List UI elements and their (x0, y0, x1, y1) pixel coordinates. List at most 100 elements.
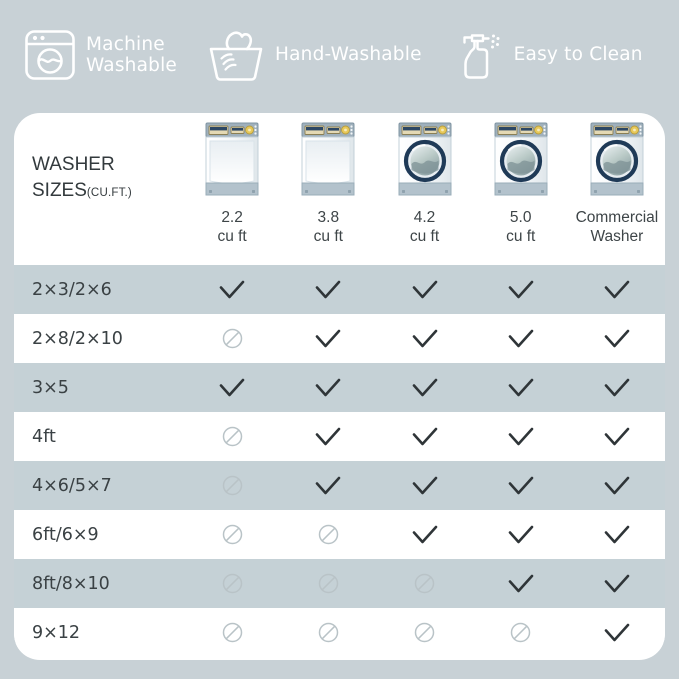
table-cell (473, 510, 569, 559)
check-icon (604, 574, 630, 594)
row-label: 4×6/5×7 (32, 475, 112, 496)
column-header-commercial: Commercial Washer (569, 113, 665, 247)
check-icon (412, 427, 438, 447)
feature-label: Easy to Clean (513, 44, 643, 66)
not-allowed-icon (510, 622, 531, 643)
table-cell (280, 363, 376, 412)
check-icon (219, 280, 245, 300)
table-cell (280, 559, 376, 608)
check-icon (508, 280, 534, 300)
not-allowed-icon (222, 426, 243, 447)
spray-bottle-icon (462, 34, 500, 79)
feature-easy-to-clean: Easy to Clean (450, 27, 643, 83)
table-corner-label: WASHER SIZES(CU.FT.) (14, 113, 184, 203)
check-icon (219, 378, 245, 398)
row-label: 8ft/8×10 (32, 573, 110, 594)
table-cell (376, 559, 472, 608)
check-icon (604, 525, 630, 545)
corner-label-units: (CU.FT.) (86, 186, 132, 199)
table-cell (569, 608, 665, 657)
column-header-3-8: 3.8 cu ft (280, 113, 376, 247)
check-icon (604, 329, 630, 349)
table-cell (280, 608, 376, 657)
table-cell (473, 461, 569, 510)
not-allowed-icon (318, 524, 339, 545)
check-icon (315, 476, 341, 496)
table-cell (569, 363, 665, 412)
table-row: 4×6/5×7 (14, 461, 665, 510)
check-icon (604, 427, 630, 447)
corner-label-line2-wrap: SIZES(CU.FT.) (32, 178, 184, 204)
table-cell (184, 314, 280, 363)
table-cell (473, 608, 569, 657)
check-icon (604, 623, 630, 643)
table-cell (184, 510, 280, 559)
column-header-4-2: 4.2 cu ft (376, 113, 472, 247)
table-cell (376, 265, 472, 314)
check-icon (508, 574, 534, 594)
check-icon (412, 329, 438, 349)
table-row: 6ft/6×9 (14, 510, 665, 559)
table-cell (184, 412, 280, 461)
row-label: 2×8/2×10 (32, 328, 123, 349)
check-icon (315, 280, 341, 300)
table-cell (184, 608, 280, 657)
not-allowed-icon (318, 622, 339, 643)
check-icon (604, 280, 630, 300)
row-label: 9×12 (32, 622, 81, 643)
check-icon (604, 378, 630, 398)
not-allowed-icon (414, 573, 435, 594)
table-cell (376, 510, 472, 559)
column-header-label: 4.2 cu ft (409, 209, 440, 246)
not-allowed-icon (222, 622, 243, 643)
table-body: 2×3/2×6 2×8/2×10 3×5 4ft 4×6/5×7 6ft/6×9 8ft/8… (14, 265, 665, 657)
feature-hand-washable: Hand-Washable (205, 27, 422, 83)
row-label: 4ft (32, 426, 56, 447)
check-icon (412, 476, 438, 496)
table-row: 2×8/2×10 (14, 314, 665, 363)
check-icon (412, 378, 438, 398)
check-icon (604, 476, 630, 496)
table-cell (376, 412, 472, 461)
table-cell (569, 461, 665, 510)
check-icon (508, 378, 534, 398)
row-label: 6ft/6×9 (32, 524, 99, 545)
table-cell (376, 608, 472, 657)
table-row: 3×5 (14, 363, 665, 412)
table-cell (473, 363, 569, 412)
front-load-washer-icon (389, 117, 461, 203)
table-cell (280, 412, 376, 461)
feature-label: Machine Washable (86, 33, 178, 76)
check-icon (412, 525, 438, 545)
not-allowed-icon (222, 524, 243, 545)
table-cell (473, 314, 569, 363)
column-header-2-2: 2.2 cu ft (184, 113, 280, 247)
check-icon (315, 329, 341, 349)
front-load-washer-icon (581, 117, 653, 203)
feature-strip: Machine Washable Hand-Washable Easy to C… (0, 0, 679, 110)
table-cell (280, 510, 376, 559)
check-icon (412, 280, 438, 300)
table-row: 9×12 (14, 608, 665, 657)
table-header-row: WASHER SIZES(CU.FT.) 2.2 cu ft 3.8 cu ft… (14, 113, 665, 265)
table-cell (569, 265, 665, 314)
feature-machine-washable: Machine Washable (22, 27, 177, 83)
table-cell (473, 559, 569, 608)
table-cell (280, 265, 376, 314)
table-cell (569, 559, 665, 608)
check-icon (508, 329, 534, 349)
column-header-label: 5.0 cu ft (506, 209, 536, 246)
table-cell (376, 363, 472, 412)
column-header-5-0: 5.0 cu ft (473, 113, 569, 247)
not-allowed-icon (222, 328, 243, 349)
column-header-label: 3.8 cu ft (313, 209, 343, 246)
check-icon (508, 525, 534, 545)
top-load-washer-icon (292, 117, 364, 203)
hand-wash-basin-icon (209, 31, 263, 81)
row-label: 3×5 (32, 377, 69, 398)
table-cell (184, 559, 280, 608)
column-header-label: 2.2 cu ft (217, 209, 247, 246)
column-header-label: Commercial Washer (575, 209, 659, 246)
table-row: 2×3/2×6 (14, 265, 665, 314)
not-allowed-icon (414, 622, 435, 643)
